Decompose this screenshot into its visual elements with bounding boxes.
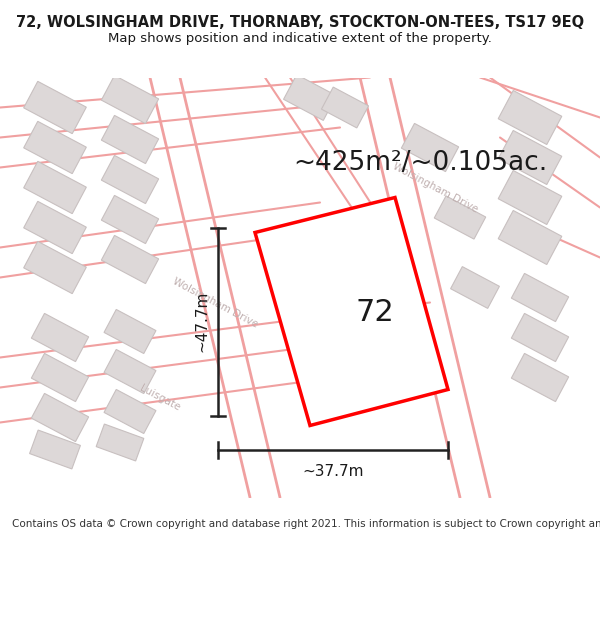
Polygon shape <box>498 171 562 224</box>
Polygon shape <box>104 349 156 394</box>
Text: Wolsingham Drive: Wolsingham Drive <box>171 276 259 329</box>
Polygon shape <box>29 430 80 469</box>
Text: Wolsingham Drive: Wolsingham Drive <box>391 161 479 214</box>
Polygon shape <box>101 116 158 164</box>
Polygon shape <box>23 121 86 174</box>
Polygon shape <box>23 81 86 134</box>
Polygon shape <box>284 74 337 121</box>
Polygon shape <box>451 267 499 308</box>
Text: ~47.7m: ~47.7m <box>194 291 209 352</box>
Text: Contains OS data © Crown copyright and database right 2021. This information is : Contains OS data © Crown copyright and d… <box>12 519 600 529</box>
Text: 72, WOLSINGHAM DRIVE, THORNABY, STOCKTON-ON-TEES, TS17 9EQ: 72, WOLSINGHAM DRIVE, THORNABY, STOCKTON… <box>16 15 584 30</box>
Polygon shape <box>401 123 458 172</box>
Polygon shape <box>511 313 569 362</box>
Text: 72: 72 <box>356 298 394 327</box>
Polygon shape <box>511 273 569 322</box>
Text: ~37.7m: ~37.7m <box>302 464 364 479</box>
Polygon shape <box>96 424 144 461</box>
Polygon shape <box>101 236 158 284</box>
Polygon shape <box>31 393 89 442</box>
Polygon shape <box>101 156 158 204</box>
Polygon shape <box>498 91 562 144</box>
Polygon shape <box>104 309 156 354</box>
Polygon shape <box>101 196 158 244</box>
Polygon shape <box>511 353 569 402</box>
Polygon shape <box>101 76 158 124</box>
Polygon shape <box>31 353 89 402</box>
Polygon shape <box>23 161 86 214</box>
Polygon shape <box>23 201 86 254</box>
Polygon shape <box>255 198 448 426</box>
Text: Map shows position and indicative extent of the property.: Map shows position and indicative extent… <box>108 31 492 44</box>
Polygon shape <box>498 211 562 264</box>
Polygon shape <box>322 87 368 128</box>
Polygon shape <box>23 241 86 294</box>
Text: ~425m²/~0.105ac.: ~425m²/~0.105ac. <box>293 149 547 176</box>
Polygon shape <box>498 131 562 184</box>
Polygon shape <box>31 313 89 362</box>
Polygon shape <box>104 389 156 434</box>
Polygon shape <box>434 196 486 239</box>
Text: Luisgate: Luisgate <box>138 382 182 412</box>
